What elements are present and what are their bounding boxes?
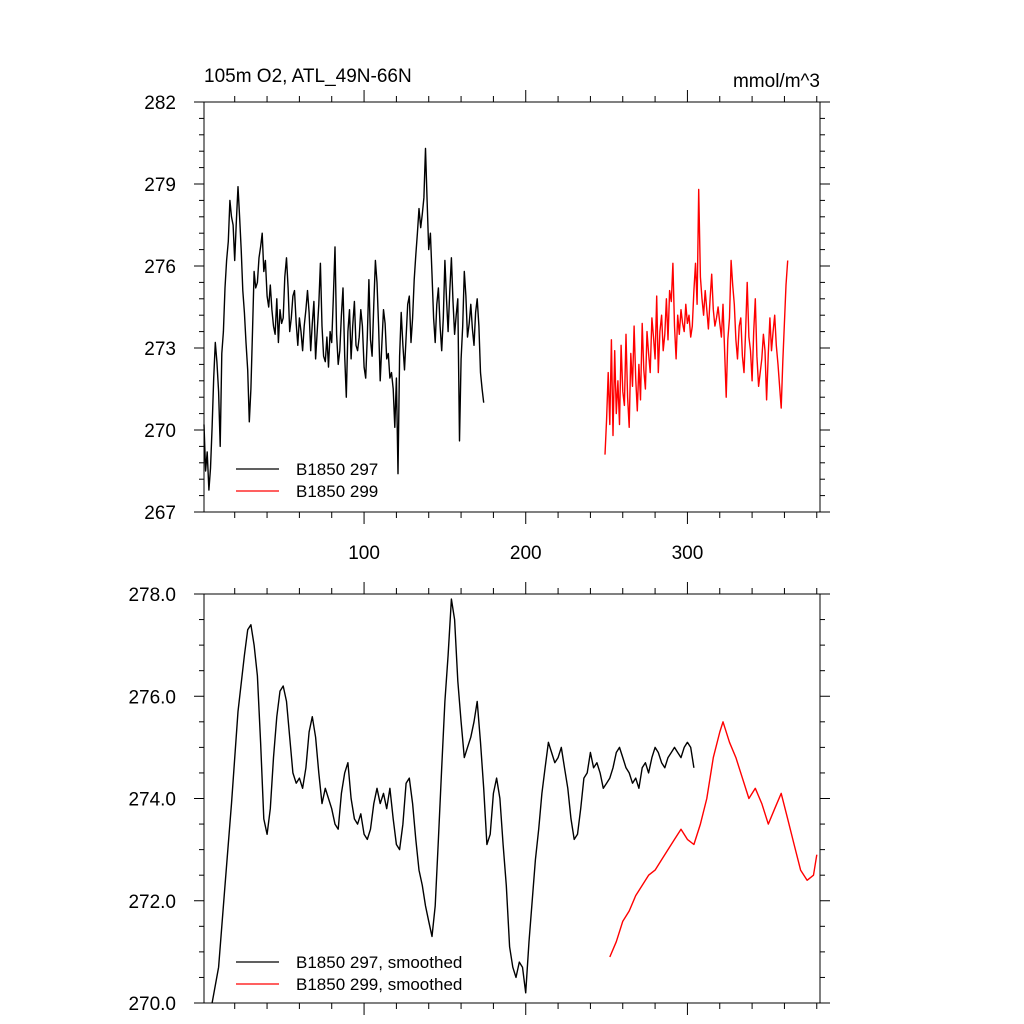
y-tick-label: 272.0 xyxy=(128,892,176,913)
legend-label-b1850-299-smoothed: B1850 299, smoothed xyxy=(296,975,462,994)
x-tick-label: 100 xyxy=(348,543,380,564)
series-line-b1850-297 xyxy=(203,147,485,491)
bottom-plot-frame xyxy=(203,593,821,1004)
y-tick-label: 278.0 xyxy=(128,585,176,606)
x-tick-label: 200 xyxy=(510,543,542,564)
bottom-ticks: 270.0 272.0 274.0 276.0 278.0 xyxy=(128,582,830,1015)
chart-units-label: mmol/m^3 xyxy=(733,71,820,92)
series-line-b1850-299-smoothed xyxy=(609,721,818,958)
top-legend: B1850 297 B1850 299 xyxy=(236,460,378,501)
top-series xyxy=(203,147,789,491)
y-tick-label: 273 xyxy=(144,339,176,360)
y-tick-label: 270.0 xyxy=(128,994,176,1015)
bottom-series xyxy=(211,598,818,1004)
bottom-legend: B1850 297, smoothed B1850 299, smoothed xyxy=(236,953,462,994)
top-plot-frame xyxy=(203,101,821,513)
top-ticks: 267 270 273 276 279 282 100 200 300 xyxy=(144,90,830,564)
y-tick-label: 282 xyxy=(144,93,176,114)
y-tick-label: 274.0 xyxy=(128,790,176,811)
legend-label-b1850-297-smoothed: B1850 297, smoothed xyxy=(296,953,462,972)
y-tick-label: 270 xyxy=(144,421,176,442)
y-tick-label: 276 xyxy=(144,257,176,278)
y-tick-label: 267 xyxy=(144,503,176,524)
legend-label-b1850-297: B1850 297 xyxy=(296,460,378,479)
chart-bottom: 270.0 272.0 274.0 276.0 278.0 B1850 297, smo… xyxy=(128,582,830,1015)
legend-label-b1850-299: B1850 299 xyxy=(296,482,378,501)
y-tick-label: 279 xyxy=(144,175,176,196)
chart-top: 105m O2, ATL_49N-66N mmol/m^3 2672702732… xyxy=(144,66,830,564)
y-tick-label: 276.0 xyxy=(128,687,176,708)
series-line-b1850-297-smoothed xyxy=(211,598,695,1004)
series-line-b1850-299 xyxy=(604,188,789,455)
x-tick-label: 300 xyxy=(672,543,704,564)
chart-title-left: 105m O2, ATL_49N-66N xyxy=(204,66,412,87)
